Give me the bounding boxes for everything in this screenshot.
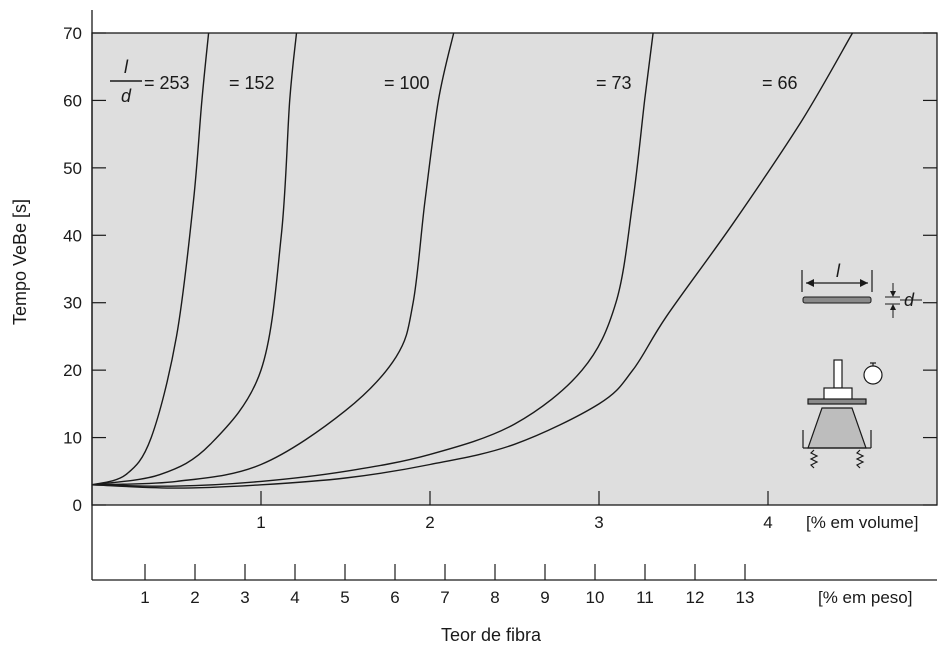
x-weight-tick-label: 7 [440,588,449,607]
x-axis-title: Teor de fibra [441,625,542,645]
x-volume-tick-label: 3 [594,513,603,532]
fiber-length-label: l [836,261,841,281]
x-volume-axis-ticks: 1 2 3 4 [256,491,773,532]
x-weight-tick-label: 4 [290,588,299,607]
fiber-diameter-label: d [904,290,915,310]
vebe-apparatus-diagram [802,359,883,469]
series-line-4 [91,32,654,487]
x-weight-unit: [% em peso] [818,588,913,607]
y-axis-ticks: 0 10 20 30 40 50 60 70 [63,24,937,515]
curve-label-1: = 253 [144,73,190,93]
x-volume-unit: [% em volume] [806,513,918,532]
x-weight-tick-label: 12 [686,588,705,607]
curve-label-3: = 100 [384,73,430,93]
fiber-shape [802,296,872,304]
y-tick-label: 40 [63,226,82,245]
y-tick-label: 20 [63,361,82,380]
x-weight-tick-label: 3 [240,588,249,607]
x-volume-tick-label: 1 [256,513,265,532]
series-line-2 [91,32,298,486]
x-weight-tick-label: 8 [490,588,499,607]
series-line-1 [91,32,210,486]
series-curves [91,32,854,489]
x-volume-tick-label: 2 [425,513,434,532]
curve-label-4: = 73 [596,73,632,93]
ratio-denominator: d [121,86,132,106]
y-tick-label: 10 [63,429,82,448]
x-weight-tick-label: 11 [636,588,654,607]
series-line-3 [91,32,455,486]
y-tick-label: 0 [73,496,82,515]
y-tick-label: 30 [63,294,82,313]
x-weight-tick-label: 6 [390,588,399,607]
x-weight-tick-label: 2 [190,588,199,607]
x-weight-tick-label: 9 [540,588,549,607]
axes [91,10,937,581]
x-weight-tick-label: 10 [586,588,605,607]
plot-area [91,32,938,506]
y-axis-title: Tempo VeBe [s] [10,199,30,325]
x-weight-tick-label: 1 [140,588,149,607]
y-tick-label: 50 [63,159,82,178]
y-tick-label: 70 [63,24,82,43]
x-weight-tick-label: 13 [736,588,755,607]
ratio-numerator: l [124,57,129,77]
y-tick-label: 60 [63,91,82,110]
x-volume-tick-label: 4 [763,513,772,532]
curve-labels: = 253 = 152 = 100 = 73 = 66 [144,73,798,93]
series-line-5 [91,32,854,489]
curve-label-5: = 66 [762,73,798,93]
x-weight-axis-ticks: 1 2 3 4 5 6 7 8 9 10 11 12 13 [140,564,754,607]
fiber-diagram: l d [801,261,922,318]
x-weight-tick-label: 5 [340,588,349,607]
curve-label-2: = 152 [229,73,275,93]
